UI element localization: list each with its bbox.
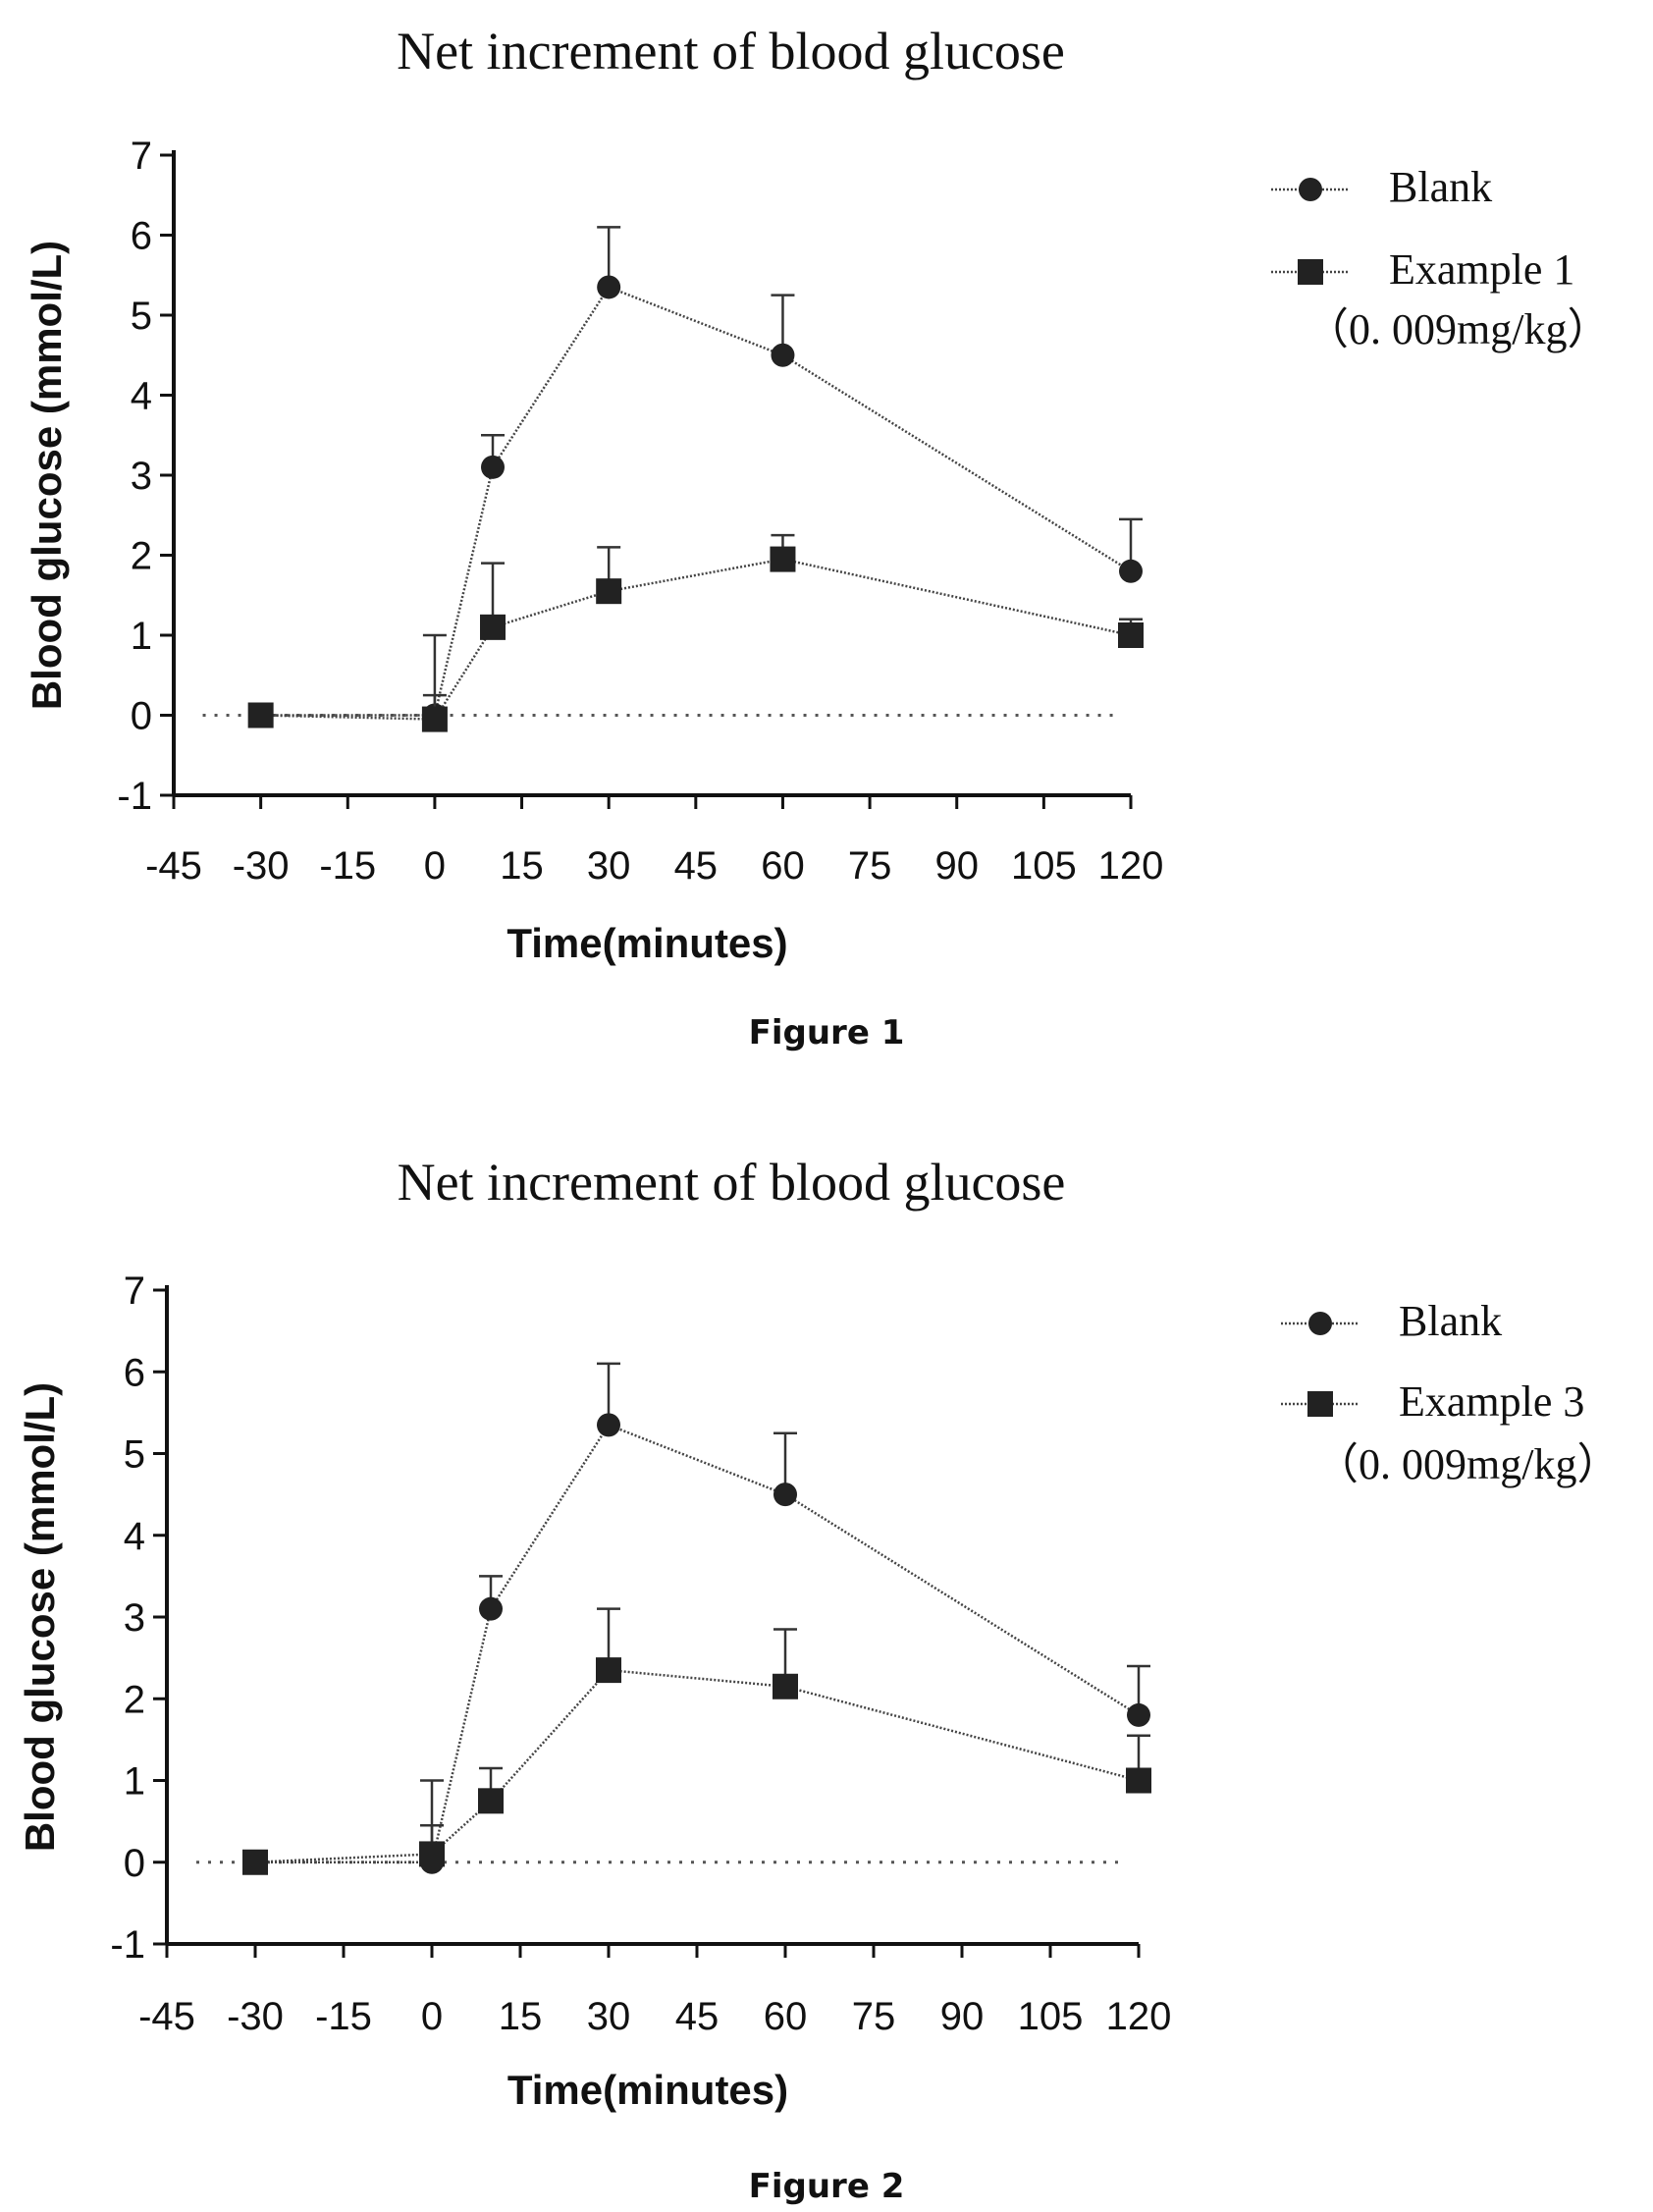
x-axis-label: Time(minutes) (507, 2067, 788, 2113)
x-tick-label: 120 (1106, 1995, 1172, 2038)
figure-caption: Figure 2 (749, 2167, 905, 2206)
x-axis-label: Time(minutes) (507, 920, 787, 966)
legend-label-dose: （0. 009mg/kg） (1306, 305, 1610, 353)
x-tick-label: 60 (764, 1995, 808, 2038)
x-tick-label: 90 (940, 1995, 985, 2038)
series-example-3: Example 3 （0. 009mg/kg） (242, 1377, 1620, 1875)
x-tick-label: -15 (319, 844, 376, 888)
y-tick-label: 4 (124, 1515, 145, 1558)
figure-caption: Figure 1 (749, 1013, 905, 1052)
x-tick-label: 15 (500, 844, 544, 888)
data-point-circle (1127, 1702, 1150, 1727)
data-point-circle (771, 343, 795, 367)
x-tick-label: -45 (138, 1995, 195, 2038)
x-tick-label: 0 (424, 844, 446, 888)
y-tick-label: 4 (131, 375, 152, 418)
data-point-circle (597, 275, 621, 299)
data-point-square (247, 702, 274, 728)
legend-label: Blank (1389, 163, 1492, 211)
y-tick-label: 0 (131, 695, 152, 738)
y-tick-label: 5 (124, 1433, 145, 1477)
x-tick-label: 15 (499, 1995, 543, 2038)
x-tick-label: 45 (675, 1995, 720, 2038)
data-point-square (1126, 1767, 1151, 1794)
series-line (260, 558, 1132, 721)
legend-marker-square (1307, 1391, 1333, 1417)
data-point-circle (1119, 559, 1143, 583)
x-tick-label: 90 (934, 844, 979, 888)
y-tick-label: 6 (124, 1351, 145, 1394)
x-tick-label: -30 (227, 1995, 284, 2038)
y-axis-label: Blood glucose (mmol/L) (17, 1382, 63, 1852)
data-point-square (596, 578, 622, 605)
y-tick-label: 2 (124, 1678, 145, 1721)
data-point-square (478, 1788, 504, 1814)
x-tick-label: 120 (1098, 844, 1164, 888)
data-point-square (596, 1657, 621, 1684)
series-blank: Blank (248, 163, 1492, 728)
x-tick-label: 105 (1011, 844, 1077, 888)
series-line (254, 1668, 1140, 1863)
legend-label: Example 3 (1399, 1377, 1584, 1426)
legend-marker-square (1298, 259, 1323, 285)
x-tick-label: 30 (587, 844, 631, 888)
y-tick-label: 7 (131, 135, 152, 178)
series-example-1: Example 1 （0. 009mg/kg） (247, 245, 1610, 732)
legend-label: Blank (1399, 1297, 1502, 1345)
data-point-square (421, 706, 448, 732)
chart-2: Net increment of blood glucose-101234567… (17, 1153, 1620, 2206)
data-point-square (1118, 622, 1144, 648)
legend-marker-circle (1299, 178, 1322, 201)
x-tick-label: -45 (145, 844, 202, 888)
y-tick-label: -1 (117, 775, 152, 818)
series-blank: Blank (243, 1297, 1502, 1874)
y-tick-label: 5 (131, 295, 152, 338)
chart-title: Net increment of blood glucose (398, 1153, 1066, 1212)
x-tick-label: 60 (761, 844, 805, 888)
legend-label: Example 1 (1389, 245, 1574, 294)
y-axis-label: Blood glucose (mmol/L) (24, 241, 70, 710)
data-point-circle (773, 1483, 797, 1507)
y-tick-label: 2 (131, 535, 152, 578)
series-line (260, 285, 1132, 717)
data-point-square (770, 546, 796, 572)
series-line (255, 1423, 1140, 1863)
legend-label-dose: （0. 009mg/kg） (1315, 1440, 1620, 1488)
y-tick-label: 3 (124, 1596, 145, 1640)
y-tick-label: 0 (124, 1842, 145, 1885)
y-tick-label: 3 (131, 455, 152, 498)
data-point-square (773, 1673, 798, 1699)
chart-title: Net increment of blood glucose (397, 22, 1065, 81)
y-tick-label: -1 (110, 1923, 145, 1967)
legend-marker-circle (1308, 1312, 1332, 1335)
y-tick-label: 6 (131, 215, 152, 258)
data-point-circle (481, 455, 505, 479)
x-tick-label: 0 (421, 1995, 443, 2038)
y-tick-label: 7 (124, 1269, 145, 1313)
data-point-circle (479, 1596, 503, 1621)
x-tick-label: 30 (587, 1995, 631, 2038)
data-point-square (419, 1841, 445, 1867)
x-tick-label: -15 (315, 1995, 372, 2038)
data-point-square (242, 1849, 268, 1875)
x-tick-label: 75 (852, 1995, 896, 2038)
x-tick-label: 75 (848, 844, 892, 888)
x-tick-label: 45 (674, 844, 719, 888)
x-tick-label: -30 (233, 844, 290, 888)
x-tick-label: 105 (1018, 1995, 1084, 2038)
data-point-square (480, 614, 506, 640)
data-point-circle (597, 1413, 620, 1437)
y-tick-label: 1 (131, 615, 152, 658)
y-tick-label: 1 (124, 1760, 145, 1804)
chart-1: Net increment of blood glucose-101234567… (24, 22, 1610, 1052)
